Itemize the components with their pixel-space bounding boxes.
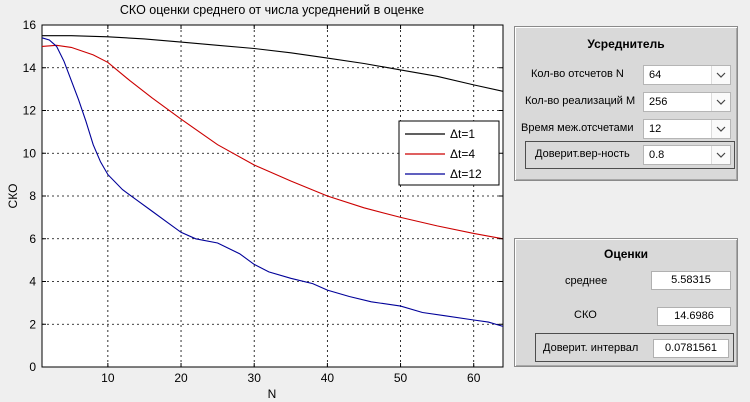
samples-count-label: Кол-во отсчетов N: [531, 68, 624, 80]
y-tick-label: 4: [29, 275, 36, 289]
samples-count-select[interactable]: 64: [643, 65, 731, 85]
x-tick-label: 30: [248, 371, 262, 385]
x-tick-label: 20: [174, 371, 188, 385]
y-tick-label: 8: [29, 189, 36, 203]
x-axis-label: N: [268, 387, 277, 401]
confidence-probability-frame: [525, 141, 735, 169]
chevron-down-icon[interactable]: [711, 93, 730, 111]
y-tick-label: 0: [29, 360, 36, 374]
y-axis-label: СКО: [6, 184, 20, 209]
confidence-probability-value: 0.8: [649, 149, 665, 161]
y-tick-label: 14: [23, 61, 37, 75]
averager-panel-title: Усреднитель: [587, 37, 665, 51]
mean-label: среднее: [565, 275, 608, 287]
x-tick-label: 50: [394, 371, 408, 385]
confidence-probability-label: Доверит.вер-ность: [535, 148, 630, 160]
x-tick-label: 40: [321, 371, 335, 385]
series-line-1: [42, 35, 504, 92]
sample-interval-select[interactable]: 12: [643, 119, 731, 139]
estimates-panel-title: Оценки: [603, 247, 648, 261]
x-tick-label: 60: [467, 371, 481, 385]
legend-label: Δt=12: [450, 167, 482, 181]
legend-label: Δt=4: [450, 147, 475, 161]
realizations-count-label: Кол-во реализаций M: [525, 95, 636, 107]
plot-title: СКО оценки среднего от числа усреднений …: [119, 3, 425, 17]
sample-interval-label: Время меж.отсчетами: [521, 122, 634, 134]
std-label: СКО: [574, 309, 597, 321]
estimates-panel: Оценки среднее 5.58315 СКО 14.6986 Довер…: [514, 238, 738, 367]
x-tick-label: 10: [101, 371, 115, 385]
y-tick-label: 6: [29, 232, 36, 246]
sample-interval-value: 12: [649, 123, 662, 135]
chevron-down-icon[interactable]: [711, 146, 730, 164]
y-tick-label: 16: [23, 18, 37, 32]
mean-value: 5.58315: [651, 271, 731, 290]
chevron-down-icon[interactable]: [711, 120, 730, 138]
line-chart: 10 20 30 40 50 60 0 2 4 6 8 10 12 14 16 N СКО Δt=1 Δt=4…: [6, 18, 504, 401]
y-tick-label: 2: [29, 317, 36, 331]
realizations-count-select[interactable]: 256: [643, 92, 731, 112]
confidence-interval-frame: [535, 333, 734, 362]
realizations-count-value: 256: [649, 96, 668, 108]
legend: Δt=1 Δt=4 Δt=12: [398, 120, 500, 186]
series-line-3: [41, 37, 504, 327]
confidence-interval-label: Доверит. интервал: [543, 342, 639, 354]
y-tick-label: 12: [23, 104, 37, 118]
confidence-probability-select[interactable]: 0.8: [643, 145, 731, 165]
std-value: 14.6986: [657, 307, 731, 326]
samples-count-value: 64: [649, 69, 662, 81]
legend-label: Δt=1: [450, 127, 475, 141]
chevron-down-icon[interactable]: [711, 66, 730, 84]
series-line-2: [41, 44, 504, 240]
confidence-interval-value: 0.0781561: [653, 339, 729, 358]
averager-panel: Усреднитель Кол-во отсчетов N 64 Кол-во …: [514, 26, 738, 181]
y-tick-label: 10: [23, 146, 37, 160]
